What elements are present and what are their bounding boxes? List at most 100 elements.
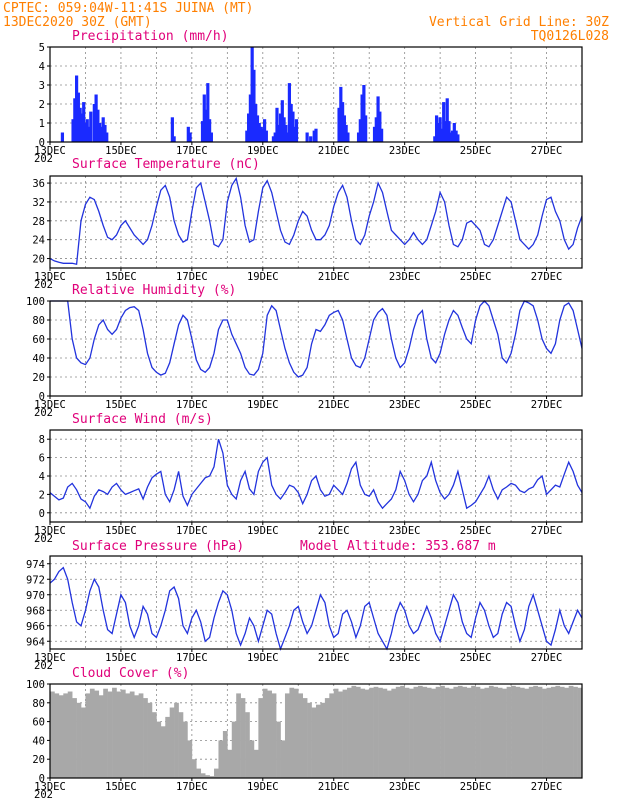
cloud-column — [165, 716, 170, 778]
y-tick-label: 974 — [26, 559, 45, 571]
cloud-column — [342, 689, 348, 778]
precip-bar — [99, 126, 104, 142]
precip-bar — [78, 107, 82, 142]
year-fragment: 202 — [34, 660, 53, 672]
x-tick-label: 15DEC — [105, 525, 137, 537]
precip-bar — [94, 94, 98, 142]
x-tick-label: 27DEC — [531, 145, 563, 157]
cloud-column — [271, 693, 277, 778]
precip-bar — [289, 104, 293, 142]
y-tick-label: 100 — [26, 296, 45, 308]
wind-series-line — [49, 439, 583, 510]
x-tick-label: 15DEC — [105, 652, 137, 664]
cloud-column — [280, 740, 286, 778]
precip-bar — [372, 126, 377, 142]
cloud-column — [431, 688, 436, 778]
cloud-column — [382, 688, 388, 778]
year-fragment: 202 — [34, 279, 53, 291]
cloud-column — [284, 693, 290, 778]
precip-bar — [73, 98, 77, 142]
cloud-column — [400, 685, 405, 778]
rh-frame — [49, 300, 583, 397]
precip-bar — [452, 123, 456, 142]
cloud-column — [147, 702, 153, 778]
cloud-column — [475, 686, 481, 778]
cloud-column — [462, 686, 468, 778]
panel-rh: Relative Humidity (%) 0 20 40 60 80 100 13DEC 15… — [26, 283, 583, 419]
cloud-column — [209, 776, 215, 778]
cloud-title: Cloud Cover (%) — [72, 666, 189, 681]
x-tick-label: 19DEC — [247, 781, 279, 793]
cloud-column — [435, 686, 441, 778]
x-tick-label: 23DEC — [389, 781, 421, 793]
precip-bar — [346, 132, 350, 142]
precip-bar — [200, 121, 205, 142]
x-tick-label: 25DEC — [460, 781, 492, 793]
cloud-column — [160, 726, 166, 778]
y-tick-label: 80 — [32, 698, 45, 710]
cloud-column — [169, 707, 175, 778]
rh-title: Relative Humidity (%) — [72, 283, 236, 298]
y-tick-label: 8 — [39, 434, 45, 446]
cloud-column — [311, 707, 317, 778]
precip-bar — [261, 128, 265, 142]
cloud-column — [174, 702, 179, 778]
cloud-column — [329, 693, 335, 778]
cloud-column — [231, 721, 237, 778]
y-tick-label: 2 — [39, 489, 45, 501]
cloud-column — [409, 688, 414, 778]
x-tick-label: 17DEC — [176, 652, 208, 664]
cloud-column — [568, 685, 574, 778]
x-tick-label: 13DEC — [34, 525, 66, 537]
panel-wind: Surface Wind (m/s) 0 2 4 6 8 13DEC 15DEC 17DEC 19… — [34, 412, 583, 545]
x-tick-label: 23DEC — [389, 271, 421, 283]
cloud-column — [502, 688, 507, 778]
y-tick-label: 60 — [32, 717, 45, 729]
y-tick-label: 0 — [39, 773, 45, 785]
y-tick-label: 5 — [39, 42, 45, 54]
cloud-column — [178, 712, 184, 778]
precip-bar — [188, 132, 192, 142]
precip-bar — [450, 130, 455, 142]
rh-series-line — [50, 300, 583, 378]
precip-frame — [49, 46, 583, 143]
precip-bar — [454, 130, 458, 142]
y-tick-label: 0 — [39, 508, 45, 520]
precip-bar — [186, 126, 190, 142]
precip-bar — [206, 83, 210, 142]
cloud-column — [364, 689, 370, 778]
y-tick-label: 60 — [32, 334, 45, 346]
cloud-column — [63, 693, 69, 778]
cloud-column — [191, 759, 197, 778]
precip-bar — [172, 136, 176, 142]
cloud-column — [98, 695, 104, 778]
precip-bar — [440, 128, 444, 142]
precip-bar — [101, 117, 105, 142]
panel-temp: Surface Temperature (nC) 20 24 28 32 36 13DEC 1… — [32, 157, 583, 291]
x-tick-label: 19DEC — [247, 399, 279, 411]
cloud-column — [103, 688, 108, 778]
precip-bar — [294, 119, 299, 142]
y-tick-label: 4 — [39, 471, 45, 483]
cloud-column — [542, 688, 547, 778]
x-tick-label: 25DEC — [460, 271, 492, 283]
x-tick-label: 17DEC — [176, 399, 208, 411]
precip-bar — [252, 69, 256, 142]
cloud-column — [72, 698, 77, 778]
precip-bar — [314, 128, 318, 142]
y-tick-label: 24 — [32, 235, 45, 247]
cloud-column — [76, 702, 82, 778]
cloud-column — [559, 686, 565, 778]
x-tick-label: 23DEC — [389, 399, 421, 411]
x-tick-label: 27DEC — [531, 399, 563, 411]
precip-bar — [376, 96, 380, 142]
precip-bar — [247, 113, 251, 142]
cloud-column — [497, 687, 503, 778]
cloud-column — [404, 687, 410, 778]
precip-bar — [287, 83, 291, 142]
cloud-column — [369, 687, 374, 778]
cloud-column — [205, 775, 210, 778]
cloud-column — [227, 749, 233, 778]
cloud-column — [546, 687, 552, 778]
